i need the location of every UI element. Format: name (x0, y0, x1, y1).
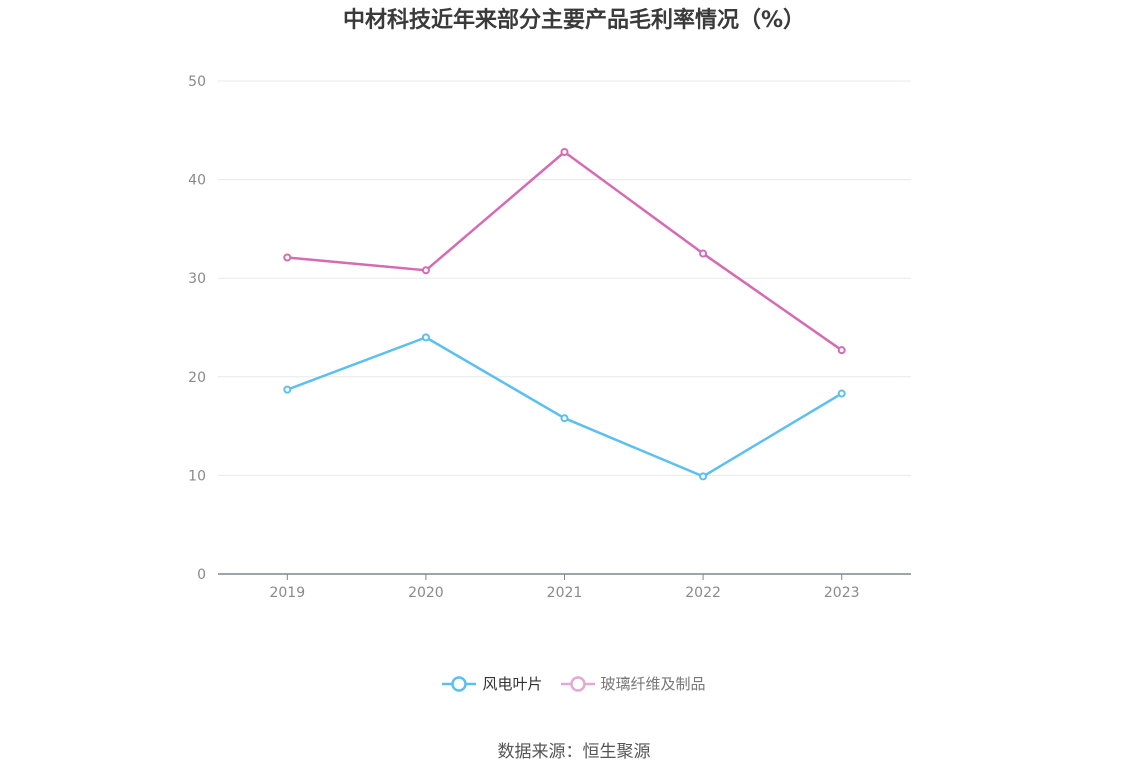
series-1 (283, 333, 846, 481)
gridlines (218, 80, 911, 476)
legend-label-series-1: 风电叶片 (482, 675, 543, 693)
series-1-point[interactable] (421, 333, 430, 342)
y-tick-label: 50 (188, 74, 206, 90)
legend-item-series-1[interactable]: 风电叶片 (442, 673, 543, 694)
series-1-point[interactable] (699, 472, 708, 481)
series-2-point[interactable] (421, 266, 430, 275)
series-2-point[interactable] (283, 253, 292, 262)
y-tick-label: 10 (188, 468, 206, 484)
y-tick-label: 40 (188, 173, 206, 189)
series-2-point[interactable] (699, 249, 708, 258)
series-1-point[interactable] (837, 389, 846, 398)
x-tick-label: 2021 (547, 585, 583, 601)
y-tick-label: 30 (188, 271, 206, 287)
series-2 (283, 147, 846, 355)
series-2-point[interactable] (837, 346, 846, 355)
series-2-legend-icon (560, 675, 595, 692)
series-1-point[interactable] (560, 414, 569, 423)
series-1-point[interactable] (283, 385, 292, 394)
x-tick-label: 2022 (685, 585, 721, 601)
x-tick-label: 2019 (269, 585, 305, 601)
y-tick-label: 20 (188, 370, 206, 386)
y-tick-label: 0 (197, 567, 206, 583)
x-tick-label: 2020 (408, 585, 444, 601)
series-1-legend-icon (442, 675, 477, 692)
series-2-line (287, 150, 843, 352)
series-2-point[interactable] (560, 147, 569, 156)
line-chart: 0 10 20 30 40 50 2019 2020 2021 2022 2023 (188, 74, 911, 601)
axes: 0 10 20 30 40 50 2019 2020 2021 2022 2023 (188, 74, 911, 601)
series-1-line (286, 336, 843, 478)
x-tick-label: 2023 (824, 585, 860, 601)
data-source-note: 数据来源：恒生聚源 (497, 742, 651, 762)
legend-item-series-2[interactable]: 玻璃纤维及制品 (560, 673, 706, 694)
chart-title: 中材科技近年来部分主要产品毛利率情况（%） (342, 8, 806, 33)
series-lines (283, 147, 846, 481)
legend: 风电叶片 玻璃纤维及制品 (0, 673, 1148, 694)
legend-label-series-2: 玻璃纤维及制品 (600, 675, 706, 693)
